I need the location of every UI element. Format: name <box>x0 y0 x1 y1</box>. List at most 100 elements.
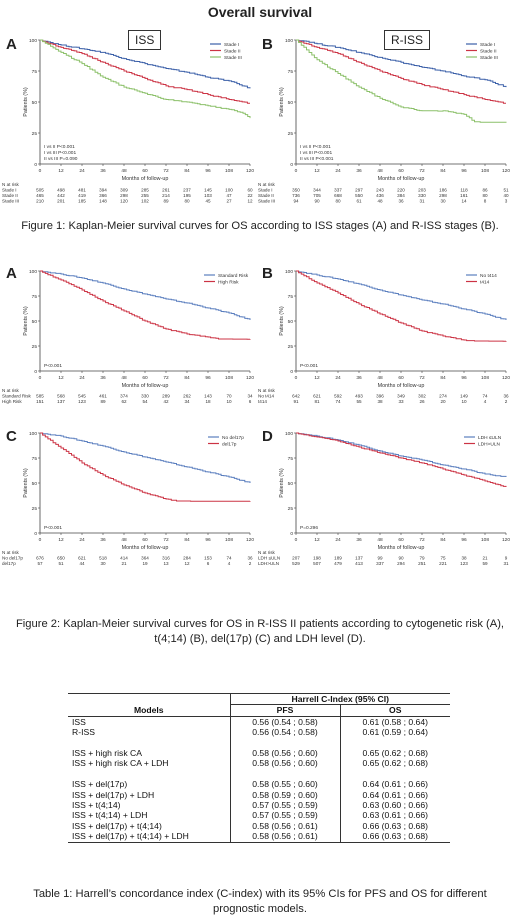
at-risk-count: 214 <box>162 193 170 198</box>
x-axis-title: Months of follow-up <box>122 545 169 551</box>
at-risk-count: 30 <box>100 561 106 566</box>
x-tick-label: 84 <box>184 537 190 543</box>
at-risk-count: 3 <box>505 199 508 204</box>
table-cell-pfs: 0.58 (0.59 ; 0.60) <box>230 789 341 801</box>
at-risk-count: 529 <box>292 561 300 566</box>
legend-label: LDH ≤ULN <box>478 435 502 441</box>
survival-curve <box>296 270 507 320</box>
table-cell-os: 0.66 (0.63 ; 0.68) <box>340 831 450 843</box>
y-tick-label: 100 <box>29 269 37 275</box>
y-tick-label: 25 <box>32 344 38 350</box>
at-risk-count: 419 <box>78 193 86 198</box>
table-group-header: Harrell C-Index (95% CI) <box>230 692 450 706</box>
at-risk-count: 21 <box>482 556 488 561</box>
at-risk-count: 198 <box>313 556 321 561</box>
x-axis-title: Months of follow-up <box>378 176 425 182</box>
at-risk-count: 89 <box>100 399 106 404</box>
at-risk-count: 251 <box>418 561 426 566</box>
table-row: ISS + high risk CA + LDH 0.58 (0.56 ; 0.6… <box>68 758 450 769</box>
at-risk-count: 99 <box>377 556 383 561</box>
at-risk-count: 21 <box>121 561 127 566</box>
p-value-label: I vs II P<0.001 <box>44 144 75 150</box>
table-spacer-cell <box>340 738 450 748</box>
at-risk-count: 30 <box>440 199 446 204</box>
at-risk-count: 350 <box>292 188 300 193</box>
y-tick-label: 25 <box>32 131 38 137</box>
at-risk-count: 22 <box>247 193 253 198</box>
x-tick-label: 84 <box>184 375 190 381</box>
figure1-iss-box-label: ISS <box>128 30 162 50</box>
at-risk-row-label: No del17p <box>2 556 23 561</box>
x-tick-label: 120 <box>246 168 254 174</box>
table-header-models: Models <box>68 704 231 717</box>
at-risk-count: 36 <box>247 556 253 561</box>
table-spacer-row <box>68 768 450 780</box>
at-risk-count: 51 <box>58 561 64 566</box>
at-risk-count: 394 <box>99 188 107 193</box>
survival-curve <box>296 39 507 123</box>
y-tick-label: 75 <box>288 294 294 300</box>
at-risk-count: 48 <box>377 199 383 204</box>
table-cell-pfs: 0.58 (0.55 ; 0.60) <box>230 779 341 790</box>
at-risk-count: 26 <box>419 399 425 404</box>
x-tick-label: 96 <box>205 537 211 543</box>
at-risk-count: 90 <box>398 556 404 561</box>
at-risk-count: 366 <box>99 193 107 198</box>
at-risk-row-label: No t414 <box>258 394 275 399</box>
survival-curve <box>40 270 251 340</box>
y-tick-label: 75 <box>32 69 38 75</box>
at-risk-count: 145 <box>204 188 212 193</box>
figure1-panel-letter-a: A <box>6 36 17 53</box>
at-risk-count: 384 <box>397 193 405 198</box>
table-row: ISS + del(17p) + t(4;14) + LDH 0.58 (0.56… <box>68 831 450 843</box>
at-risk-count: 74 <box>226 556 232 561</box>
at-risk-count: 91 <box>293 399 299 404</box>
at-risk-count: 736 <box>292 193 300 198</box>
at-risk-row-label: High Risk <box>2 399 22 404</box>
at-risk-count: 186 <box>439 188 447 193</box>
at-risk-count: 2 <box>505 399 508 404</box>
at-risk-count: 118 <box>460 188 468 193</box>
at-risk-count: 285 <box>141 188 149 193</box>
at-risk-count: 161 <box>460 193 468 198</box>
x-tick-label: 36 <box>356 537 362 543</box>
at-risk-count: 185 <box>78 199 86 204</box>
at-risk-count: 237 <box>183 188 191 193</box>
km-chart-riss: 0 25 50 75 100 0 12 24 36 48 60 72 84 96 108 120 Months … <box>258 38 510 204</box>
survival-curve <box>40 39 251 119</box>
y-axis-title: Patients (%) <box>279 306 285 336</box>
table-cell-pfs: 0.58 (0.56 ; 0.61) <box>230 831 341 843</box>
at-risk-row-label: Stade II <box>258 193 274 198</box>
x-tick-label: 36 <box>100 168 106 174</box>
at-risk-count: 195 <box>183 193 191 198</box>
at-risk-count: 201 <box>57 199 65 204</box>
at-risk-count: 36 <box>398 199 404 204</box>
table-spacer-cell <box>340 769 450 779</box>
p-value-label: I vs II P<0.001 <box>300 144 331 150</box>
at-risk-count: 86 <box>482 188 488 193</box>
at-risk-count: 284 <box>183 556 191 561</box>
x-tick-label: 12 <box>58 537 64 543</box>
at-risk-count: 505 <box>36 188 44 193</box>
p-value-label: II vs III P=0.090 <box>44 156 78 162</box>
x-tick-label: 48 <box>377 168 383 174</box>
at-risk-count: 33 <box>398 399 404 404</box>
table-row: ISS + del(17p) 0.58 (0.55 ; 0.60) 0.64 (0.… <box>68 779 450 790</box>
table-cell-pfs: 0.57 (0.55 ; 0.59) <box>230 800 341 811</box>
y-tick-label: 25 <box>288 344 294 350</box>
x-tick-label: 48 <box>377 375 383 381</box>
survival-curve <box>296 432 507 477</box>
legend-label: Stade II <box>224 48 241 54</box>
table-cell-model: ISS + high risk CA + LDH <box>68 758 231 769</box>
table-1: Harrell C-Index (95% CI) Models PFS OS I… <box>68 692 450 843</box>
at-risk-count: 364 <box>141 556 149 561</box>
at-risk-count: 54 <box>142 399 148 404</box>
at-risk-count: 34 <box>184 399 190 404</box>
at-risk-count: 207 <box>292 556 300 561</box>
x-tick-label: 24 <box>79 375 85 381</box>
at-risk-count: 621 <box>78 556 86 561</box>
at-risk-count: 57 <box>37 561 43 566</box>
at-risk-count: 20 <box>440 399 446 404</box>
x-tick-label: 96 <box>205 168 211 174</box>
